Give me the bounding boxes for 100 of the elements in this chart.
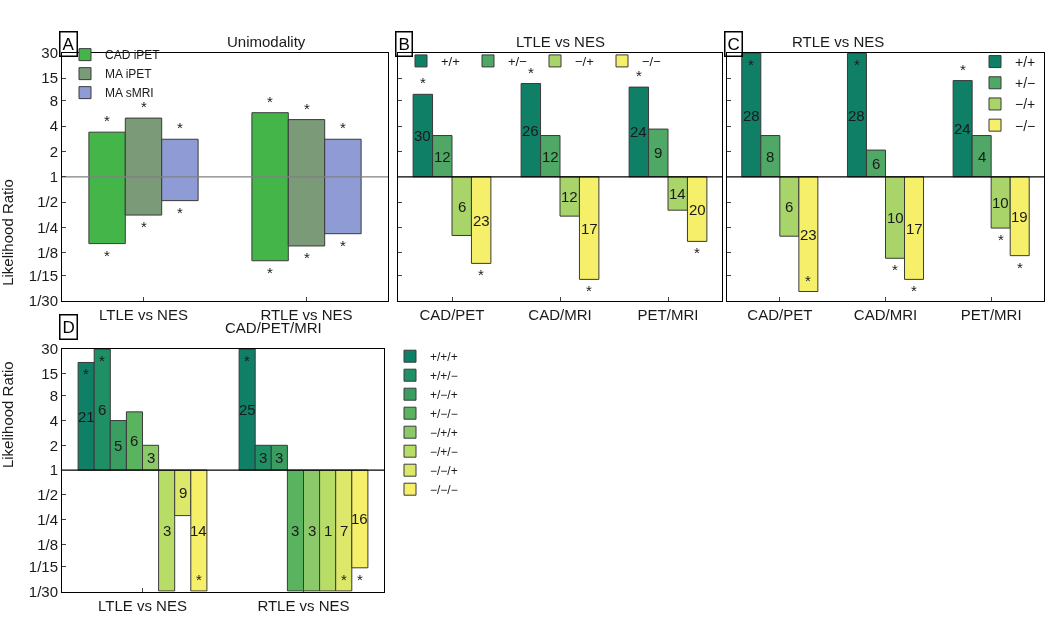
x-tick-label: PET/MRI xyxy=(960,305,1022,323)
annotation: * xyxy=(177,119,183,136)
annotation: 8 xyxy=(766,148,775,165)
y-tick-label: 1/2 xyxy=(37,193,58,211)
y-tick-label: 1/15 xyxy=(28,266,58,284)
annotation: * xyxy=(340,237,346,254)
y-axis-title: Likelihood Ratio xyxy=(0,179,17,286)
annotation: * xyxy=(998,231,1004,248)
annotation: 24 xyxy=(630,123,647,140)
annotation: 6 xyxy=(130,432,139,449)
annotation: 3 xyxy=(308,522,317,539)
y-tick-label: 30 xyxy=(41,339,58,357)
annotation: * xyxy=(99,352,105,369)
y-tick-label: 8 xyxy=(49,92,58,110)
annotation: 28 xyxy=(743,107,760,124)
annotation: 17 xyxy=(581,220,598,237)
chart-title: Unimodality xyxy=(227,33,306,50)
y-tick-label: 30 xyxy=(41,44,58,62)
annotation: * xyxy=(177,204,183,221)
legend-label: −/− xyxy=(642,53,661,69)
x-tick-label: CAD/MRI xyxy=(853,305,918,323)
annotation: * xyxy=(892,261,898,278)
x-tick-label: CAD/MRI xyxy=(528,305,592,323)
annotation: * xyxy=(104,112,110,129)
annotation: 3 xyxy=(147,449,156,466)
annotation: 23 xyxy=(473,212,490,229)
annotation: * xyxy=(528,64,534,81)
y-tick-label: 4 xyxy=(49,117,58,135)
legend-label: +/− xyxy=(508,53,527,69)
legend-label: −/− xyxy=(1015,117,1036,134)
legend-label: MA sMRI xyxy=(105,86,154,101)
annotation: 9 xyxy=(179,484,188,501)
annotation: * xyxy=(636,67,642,84)
annotation: * xyxy=(267,93,273,110)
chart-title: RTLE vs NES xyxy=(792,33,885,50)
annotation: * xyxy=(340,119,346,136)
legend-label: +/+ xyxy=(1015,54,1036,71)
legend-label: −/−/− xyxy=(430,482,458,497)
annotation: 14 xyxy=(669,185,686,202)
y-tick-label: 1 xyxy=(49,168,58,186)
annotation: 16 xyxy=(351,510,368,527)
annotation: 1 xyxy=(324,522,333,539)
annotation: 6 xyxy=(872,155,881,172)
annotation: 28 xyxy=(848,107,865,124)
annotation: * xyxy=(267,264,273,281)
annotation: 10 xyxy=(992,194,1009,211)
text: D xyxy=(62,317,75,337)
annotation: * xyxy=(694,244,700,261)
y-tick-label: 4 xyxy=(49,411,58,429)
annotation: 14 xyxy=(190,522,207,539)
y-tick-label: 1/2 xyxy=(37,486,58,504)
annotation: * xyxy=(911,282,917,299)
annotation: * xyxy=(960,61,966,78)
annotation: 3 xyxy=(291,522,300,539)
legend-label: +/+ xyxy=(441,53,460,69)
annotation: * xyxy=(805,272,811,289)
legend-label: +/−/− xyxy=(430,406,458,421)
annotation: * xyxy=(196,571,202,588)
annotation: * xyxy=(104,247,110,264)
annotation: 19 xyxy=(1011,208,1028,225)
y-tick-label: 8 xyxy=(49,387,58,405)
annotation: * xyxy=(304,100,310,117)
annotation: * xyxy=(83,365,89,382)
legend-label: −/+ xyxy=(1015,96,1036,113)
legend-label: −/+/+ xyxy=(430,425,458,440)
chart-title: LTLE vs NES xyxy=(516,33,605,50)
annotation: * xyxy=(586,282,592,299)
annotation: * xyxy=(854,56,860,73)
annotation: 20 xyxy=(689,201,706,218)
annotation: 25 xyxy=(239,401,256,418)
legend-label: −/+/− xyxy=(430,444,458,459)
y-tick-label: 1/30 xyxy=(28,582,58,600)
y-tick-label: 1/30 xyxy=(28,292,58,310)
annotation: 6 xyxy=(458,198,467,215)
y-tick-label: 1 xyxy=(49,461,58,479)
y-tick-label: 2 xyxy=(49,142,58,160)
annotation: 17 xyxy=(906,220,923,237)
legend-label: −/+ xyxy=(575,53,594,69)
x-tick-label: LTLE vs NES xyxy=(99,305,188,323)
annotation: * xyxy=(478,266,484,283)
annotation: 30 xyxy=(414,127,431,144)
annotation: 7 xyxy=(340,522,349,539)
annotation: * xyxy=(304,249,310,266)
x-tick-label: CAD/PET xyxy=(747,305,813,323)
annotation: * xyxy=(244,352,250,369)
y-tick-label: 1/15 xyxy=(28,558,58,576)
x-tick-label: PET/MRI xyxy=(637,305,699,323)
annotation: 23 xyxy=(800,226,817,243)
annotation: * xyxy=(1017,259,1023,276)
annotation: 12 xyxy=(542,148,559,165)
legend-label: MA iPET xyxy=(105,67,153,82)
annotation: 24 xyxy=(954,120,971,137)
annotation: * xyxy=(748,56,754,73)
annotation: 10 xyxy=(887,209,904,226)
y-axis-title: Likelihood Ratio xyxy=(0,361,16,469)
annotation: 21 xyxy=(78,408,95,425)
annotation: * xyxy=(341,571,347,588)
legend-label: +/−/+ xyxy=(430,387,458,402)
annotation: * xyxy=(141,218,147,235)
annotation: 5 xyxy=(114,437,123,454)
